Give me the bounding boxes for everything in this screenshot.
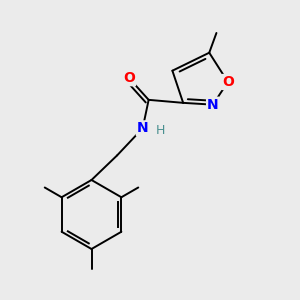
Text: O: O xyxy=(222,75,234,89)
Text: H: H xyxy=(155,124,165,137)
Text: N: N xyxy=(137,121,148,135)
Text: N: N xyxy=(207,98,219,112)
Text: O: O xyxy=(123,71,135,85)
